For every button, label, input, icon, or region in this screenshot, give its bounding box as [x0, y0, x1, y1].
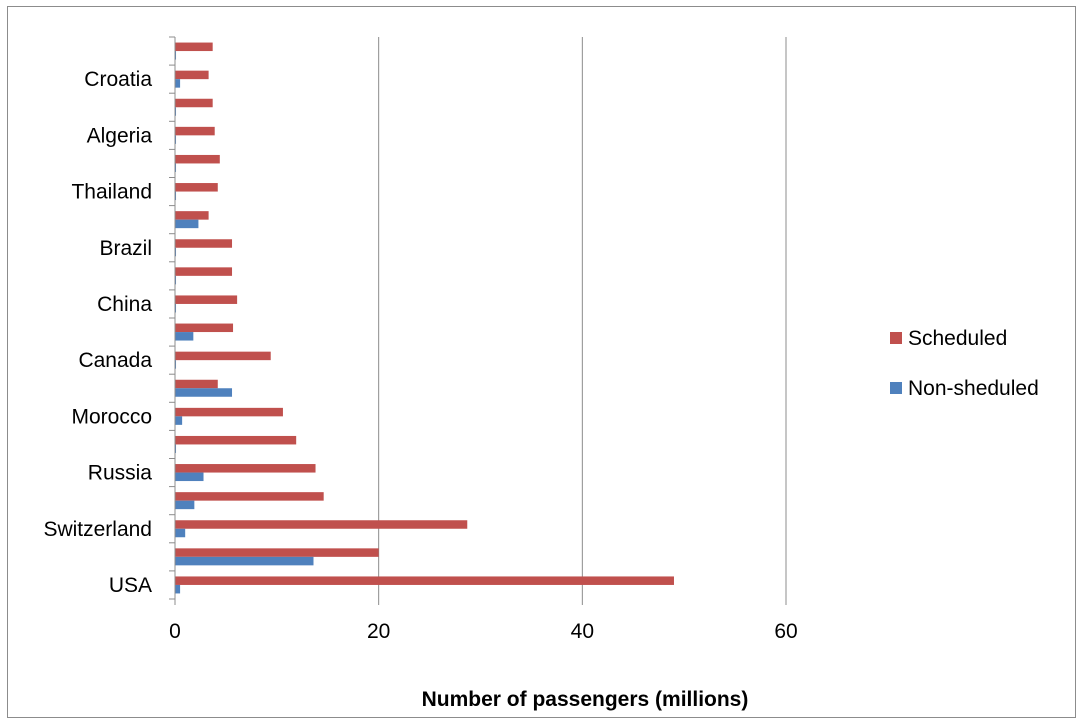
category-label: Algeria	[87, 124, 153, 147]
category-label: Switzerland	[43, 518, 152, 541]
bar-non-scheduled	[175, 219, 199, 229]
bars	[175, 42, 674, 594]
bar-non-scheduled	[175, 163, 177, 172]
bar-non-scheduled	[175, 584, 181, 594]
bar-scheduled	[175, 183, 218, 192]
bar-non-scheduled	[175, 275, 177, 285]
bar-non-scheduled	[175, 247, 177, 257]
category-label: Canada	[78, 349, 152, 372]
bar-non-scheduled	[175, 388, 233, 397]
category-label: Russia	[88, 462, 153, 485]
axes	[169, 36, 787, 605]
category-label: Croatia	[84, 68, 152, 91]
bar-non-scheduled	[175, 360, 177, 369]
bar-non-scheduled	[175, 556, 314, 566]
category-label: USA	[109, 574, 152, 597]
x-tick-label: 40	[571, 620, 594, 643]
bar-non-scheduled	[175, 303, 177, 313]
bar-scheduled	[175, 407, 283, 417]
bar-scheduled	[175, 154, 220, 164]
grid-lines	[378, 37, 787, 599]
bar-non-scheduled	[175, 332, 194, 341]
legend-label: Scheduled	[908, 327, 1007, 350]
bar-scheduled	[175, 464, 316, 473]
bar-scheduled	[175, 576, 674, 585]
bar-scheduled	[175, 267, 233, 276]
bar-scheduled	[175, 295, 238, 304]
bar-scheduled	[175, 351, 271, 361]
bar-non-scheduled	[175, 416, 183, 425]
bar-scheduled	[175, 70, 209, 80]
legend-swatch	[890, 382, 902, 394]
legend-swatch	[890, 332, 902, 344]
bar-non-scheduled	[175, 51, 177, 60]
bar-scheduled	[175, 323, 234, 333]
x-tick-label: 20	[367, 620, 390, 643]
bar-non-scheduled	[175, 79, 181, 88]
bar-non-scheduled	[175, 500, 195, 510]
bar-non-scheduled	[175, 107, 177, 116]
category-label: China	[97, 293, 152, 316]
chart-frame	[7, 6, 1076, 718]
bar-scheduled	[175, 379, 218, 389]
bar-scheduled	[175, 548, 379, 557]
x-tick-label: 60	[774, 620, 797, 643]
bar-scheduled	[175, 211, 209, 220]
category-label: Thailand	[71, 181, 152, 204]
bar-non-scheduled	[175, 528, 186, 538]
x-axis-title: Number of passengers (millions)	[422, 688, 749, 711]
bar-scheduled	[175, 42, 213, 52]
bar-non-scheduled	[175, 472, 204, 482]
bar-scheduled	[175, 98, 213, 108]
bar-scheduled	[175, 492, 324, 501]
bar-non-scheduled	[175, 135, 177, 144]
bar-scheduled	[175, 239, 233, 248]
bar-scheduled	[175, 126, 215, 136]
category-labels: USA Switzerland Russia Morocco Canada China Br…	[43, 68, 152, 597]
bar-scheduled	[175, 520, 468, 529]
legend: Scheduled Non-sheduled	[890, 327, 1039, 400]
x-tick-label: 0	[169, 620, 181, 643]
bar-non-scheduled	[175, 191, 177, 201]
bar-scheduled	[175, 435, 297, 445]
legend-label: Non-sheduled	[908, 377, 1039, 400]
category-label: Brazil	[99, 237, 152, 260]
category-label: Morocco	[71, 405, 152, 428]
x-tick-labels: 0 20 40 60	[169, 620, 798, 643]
bar-non-scheduled	[175, 444, 177, 453]
